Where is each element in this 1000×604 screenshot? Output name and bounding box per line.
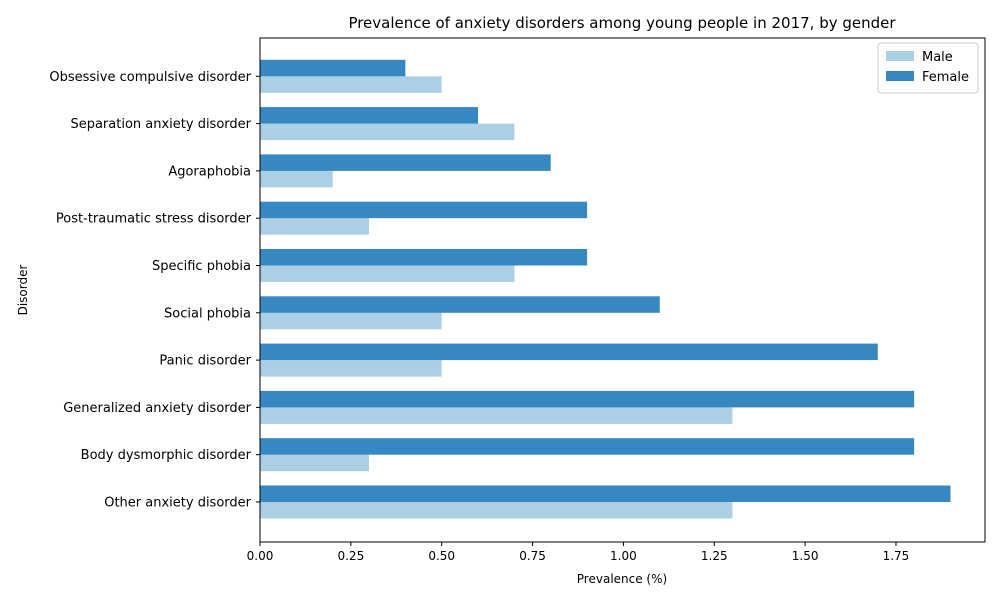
y-tick-label: Specific phobia (152, 259, 251, 274)
bar-male (260, 360, 442, 377)
bar-male (260, 312, 442, 330)
x-tick-label: 0.25 (337, 549, 364, 563)
bar-male (260, 502, 733, 519)
x-tick-label: 0.50 (428, 549, 455, 563)
y-tick-label: Separation anxiety disorder (70, 117, 251, 132)
bar-male (260, 170, 333, 188)
y-tick-label: Post-traumatic stress disorder (56, 212, 252, 227)
y-tick-label: Agoraphobia (168, 164, 251, 179)
x-tick-label: 0.00 (247, 549, 274, 563)
y-tick-label: Body dysmorphic disorder (81, 448, 252, 463)
bar-female (260, 107, 479, 124)
bar-male (260, 265, 515, 282)
bar-female (260, 343, 878, 361)
bar-female (260, 296, 660, 313)
legend-label-female: Female (922, 70, 969, 85)
y-tick-label: Panic disorder (159, 354, 251, 369)
bar-male (260, 454, 370, 472)
y-tick-label: Generalized anxiety disorder (63, 401, 251, 416)
x-tick-label: 1.00 (610, 549, 637, 563)
bar-female (260, 390, 915, 408)
bar-female (260, 59, 406, 77)
bar-male (260, 407, 733, 424)
y-axis-label: Disorder (16, 265, 30, 316)
x-tick-label: 0.75 (519, 549, 546, 563)
bar-female (260, 249, 588, 266)
y-tick-label: Social phobia (164, 306, 251, 321)
chart-title: Prevalence of anxiety disorders among yo… (348, 14, 896, 32)
y-tick-label: Other anxiety disorder (104, 496, 251, 511)
x-tick-label: 1.25 (701, 549, 728, 563)
x-tick-label: 1.75 (883, 549, 910, 563)
bar-female (260, 201, 588, 219)
bars-layer (260, 59, 951, 519)
legend: Male Female (877, 42, 979, 94)
bar-male (260, 123, 515, 141)
legend-label-male: Male (922, 50, 953, 65)
y-tick-label: Obsessive compulsive disorder (49, 70, 251, 85)
bar-female (260, 438, 915, 455)
bar-male (260, 218, 370, 235)
legend-swatch-male (886, 51, 914, 61)
bar-female (260, 485, 951, 502)
bar-female (260, 154, 551, 171)
x-axis-label: Prevalence (%) (577, 572, 667, 586)
bar-male (260, 76, 442, 93)
axes-layer: Other anxiety disorder Body dysmorphic di… (49, 37, 986, 563)
x-tick-label: 1.50 (792, 549, 819, 563)
legend-swatch-female (886, 71, 914, 81)
plot-frame (259, 37, 986, 543)
